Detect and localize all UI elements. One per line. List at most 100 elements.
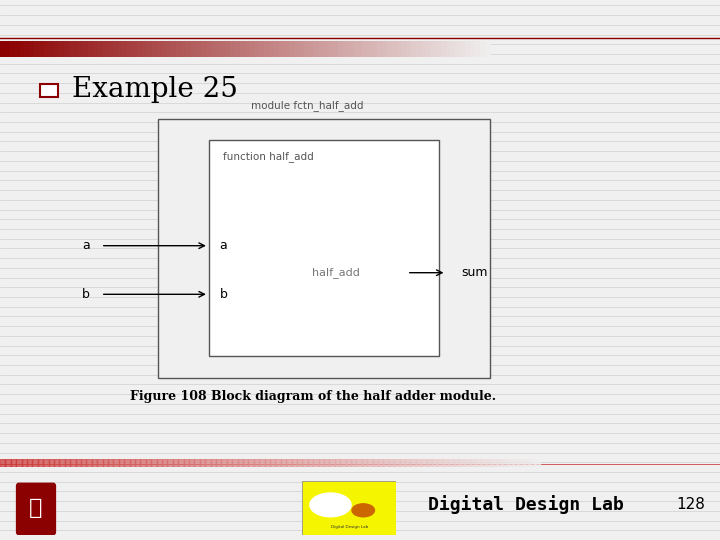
Bar	[513, 459, 518, 467]
Bar	[44, 40, 49, 57]
Bar	[119, 459, 125, 467]
Bar	[16, 459, 22, 467]
Bar	[432, 459, 438, 467]
Bar	[469, 459, 475, 467]
Bar	[416, 40, 421, 57]
Bar	[103, 40, 108, 57]
Bar	[230, 40, 235, 57]
Bar	[410, 459, 416, 467]
Bar	[24, 40, 30, 57]
Bar	[443, 459, 448, 467]
Bar	[142, 40, 147, 57]
Bar	[400, 459, 405, 467]
Text: function half_add: function half_add	[223, 151, 314, 162]
Bar	[122, 40, 127, 57]
Bar	[186, 40, 191, 57]
Bar	[156, 459, 162, 467]
Bar	[438, 459, 443, 467]
Bar	[475, 40, 480, 57]
Bar	[59, 40, 63, 57]
Bar	[35, 40, 39, 57]
Bar	[145, 459, 151, 467]
Bar	[132, 40, 137, 57]
Bar	[63, 40, 68, 57]
Bar	[395, 459, 400, 467]
Bar	[162, 459, 167, 467]
Text: 128: 128	[677, 497, 706, 512]
Bar	[454, 459, 459, 467]
Bar	[338, 40, 343, 57]
Bar	[54, 40, 59, 57]
Bar	[421, 40, 426, 57]
Bar	[240, 40, 245, 57]
Bar	[189, 459, 194, 467]
Bar	[464, 459, 470, 467]
Bar	[274, 40, 279, 57]
Bar	[255, 40, 259, 57]
Bar	[411, 40, 416, 57]
Bar	[319, 459, 324, 467]
Bar	[117, 40, 122, 57]
Bar	[287, 459, 292, 467]
Bar	[346, 459, 351, 467]
Bar	[60, 459, 65, 467]
Bar	[103, 459, 108, 467]
Bar	[362, 40, 367, 57]
Bar	[167, 459, 173, 467]
Bar	[176, 40, 181, 57]
Bar	[480, 40, 485, 57]
Bar	[108, 40, 112, 57]
Bar	[441, 40, 446, 57]
Bar	[270, 459, 275, 467]
Bar	[158, 119, 490, 378]
Text: a: a	[220, 239, 228, 252]
Bar	[205, 459, 210, 467]
Bar	[54, 459, 60, 467]
Bar	[426, 40, 431, 57]
Bar	[308, 459, 313, 467]
Bar	[503, 459, 508, 467]
Bar	[84, 40, 88, 57]
Bar	[341, 459, 346, 467]
Bar	[191, 40, 196, 57]
Bar	[460, 40, 465, 57]
Bar	[406, 40, 411, 57]
Bar	[529, 459, 534, 467]
Bar	[88, 40, 93, 57]
Bar	[377, 40, 382, 57]
Bar	[210, 459, 216, 467]
Bar	[210, 40, 215, 57]
Bar	[5, 40, 10, 57]
Bar	[235, 40, 240, 57]
Bar	[335, 459, 340, 467]
Bar	[284, 40, 289, 57]
Bar	[147, 40, 152, 57]
Bar	[65, 459, 71, 467]
Bar	[6, 459, 11, 467]
Bar	[481, 459, 486, 467]
Bar	[135, 459, 140, 467]
Bar	[318, 40, 323, 57]
Bar	[392, 40, 397, 57]
Bar	[470, 40, 475, 57]
Bar	[426, 459, 432, 467]
Circle shape	[352, 504, 374, 517]
Bar	[323, 40, 328, 57]
Bar	[313, 40, 318, 57]
Bar	[436, 40, 441, 57]
Bar	[304, 40, 308, 57]
Bar	[356, 459, 362, 467]
Bar	[86, 459, 92, 467]
Bar	[367, 40, 372, 57]
Bar	[38, 459, 43, 467]
Bar	[465, 40, 470, 57]
Bar	[92, 459, 97, 467]
Text: Digital Design Lab: Digital Design Lab	[330, 525, 368, 529]
Bar	[201, 40, 206, 57]
Bar	[353, 40, 357, 57]
Bar	[11, 459, 16, 467]
Bar	[76, 459, 81, 467]
Bar	[225, 40, 230, 57]
Bar	[49, 459, 54, 467]
Bar	[30, 40, 35, 57]
